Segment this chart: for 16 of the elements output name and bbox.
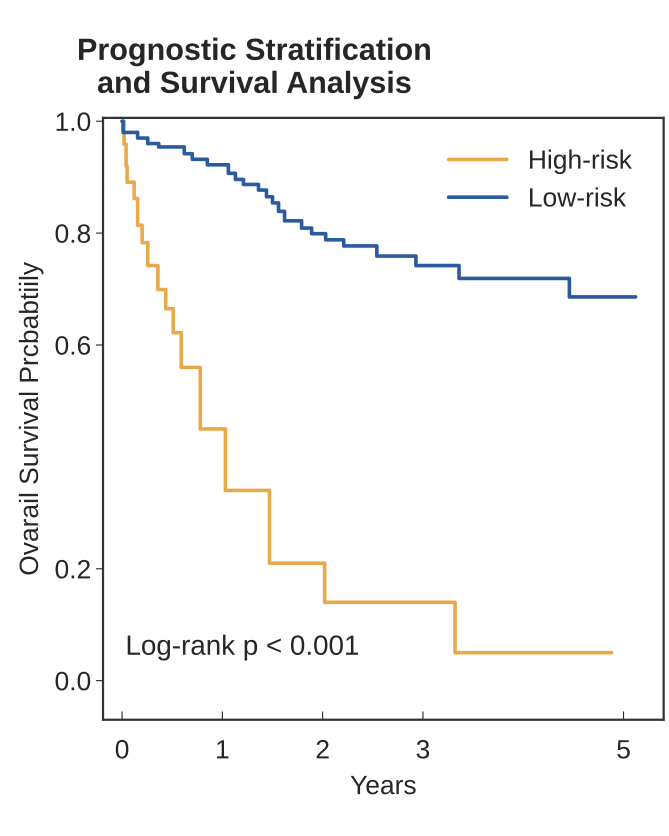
legend-label: High-risk [530,150,632,174]
legend-label: Low-risk [530,187,626,207]
annotation: Log-rank p < 0.001 [128,634,358,661]
chart-title: Prognostic Stratification and Survival Analysis [79,38,430,100]
y-tick-label: 0.2 [56,560,90,579]
x-tick-label: 3 [416,740,430,759]
x-tick-label: 0 [116,740,128,759]
x-tick-label: 2 [316,740,329,758]
y-tick-label: 0.6 [56,336,90,355]
y-tick-label: 1.0 [56,112,90,132]
y-axis-title: Ovarail Survival Prcbabtiily [18,262,44,574]
y-tick-label: 0.8 [56,224,90,243]
x-tick-label: 5 [617,740,630,759]
x-axis-title: Years [350,776,416,794]
x-tick-label: 1 [217,740,228,758]
y-tick-label: 0.0 [56,672,90,690]
